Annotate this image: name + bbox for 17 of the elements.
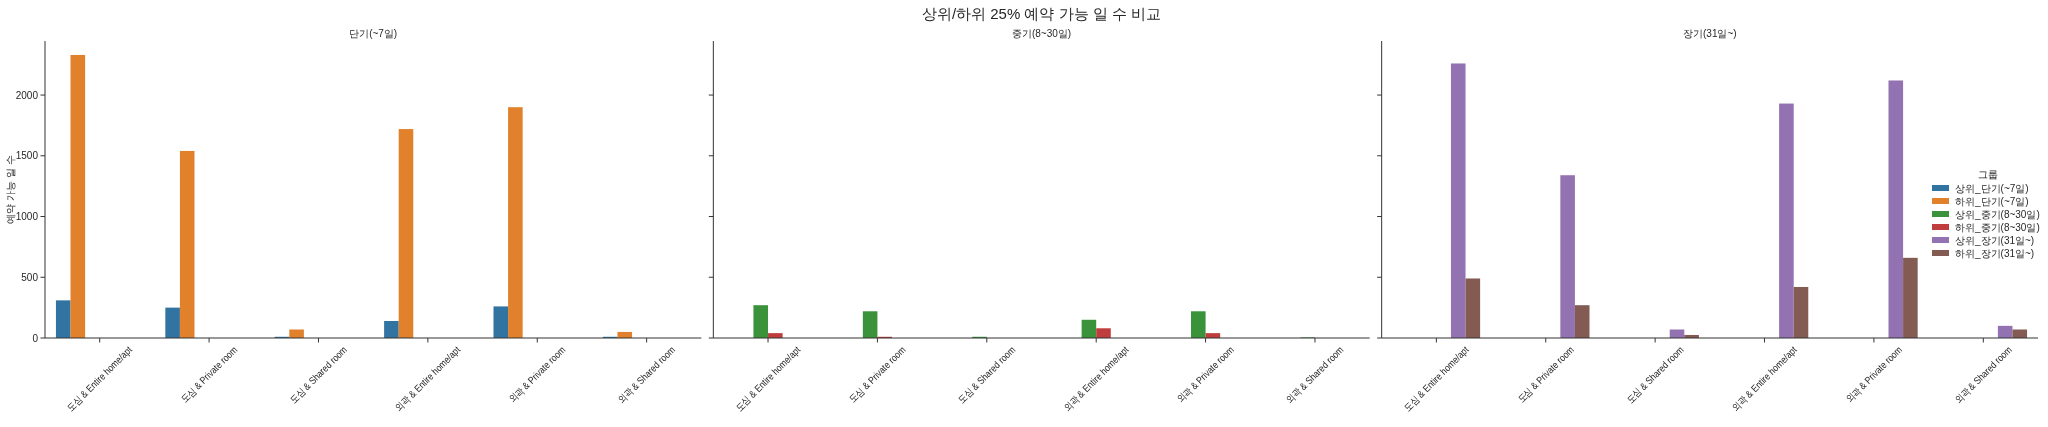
legend-label: 하위_단기(~7일)	[1955, 195, 2029, 207]
chart-title: 상위/하위 25% 예약 가능 일 수 비교	[921, 4, 1162, 22]
legend-title: 그룹	[1978, 168, 1998, 180]
y-tick-label: 1500	[15, 150, 39, 162]
y-tick-label: 0	[32, 332, 39, 344]
legend-label: 하위_장기(31일~)	[1955, 247, 2035, 259]
chart-subtitle: 중기(8~30일)	[1011, 27, 1072, 39]
y-tick-label: 500	[21, 271, 39, 283]
y-tick-label: 1000	[15, 211, 39, 223]
chart-subtitle: 단기(~7일)	[349, 27, 398, 39]
y-axis-title: 예약 가능 일 수	[4, 155, 16, 224]
chart-subtitle: 장기(31일~)	[1683, 27, 1737, 39]
legend-label: 하위_중기(8~30일)	[1955, 221, 2040, 233]
y-tick-label: 2000	[15, 89, 39, 101]
legend-label: 상위_단기(~7일)	[1955, 182, 2029, 194]
legend-label: 상위_장기(31일~)	[1955, 234, 2035, 246]
legend-label: 상위_중기(8~30일)	[1955, 208, 2040, 220]
